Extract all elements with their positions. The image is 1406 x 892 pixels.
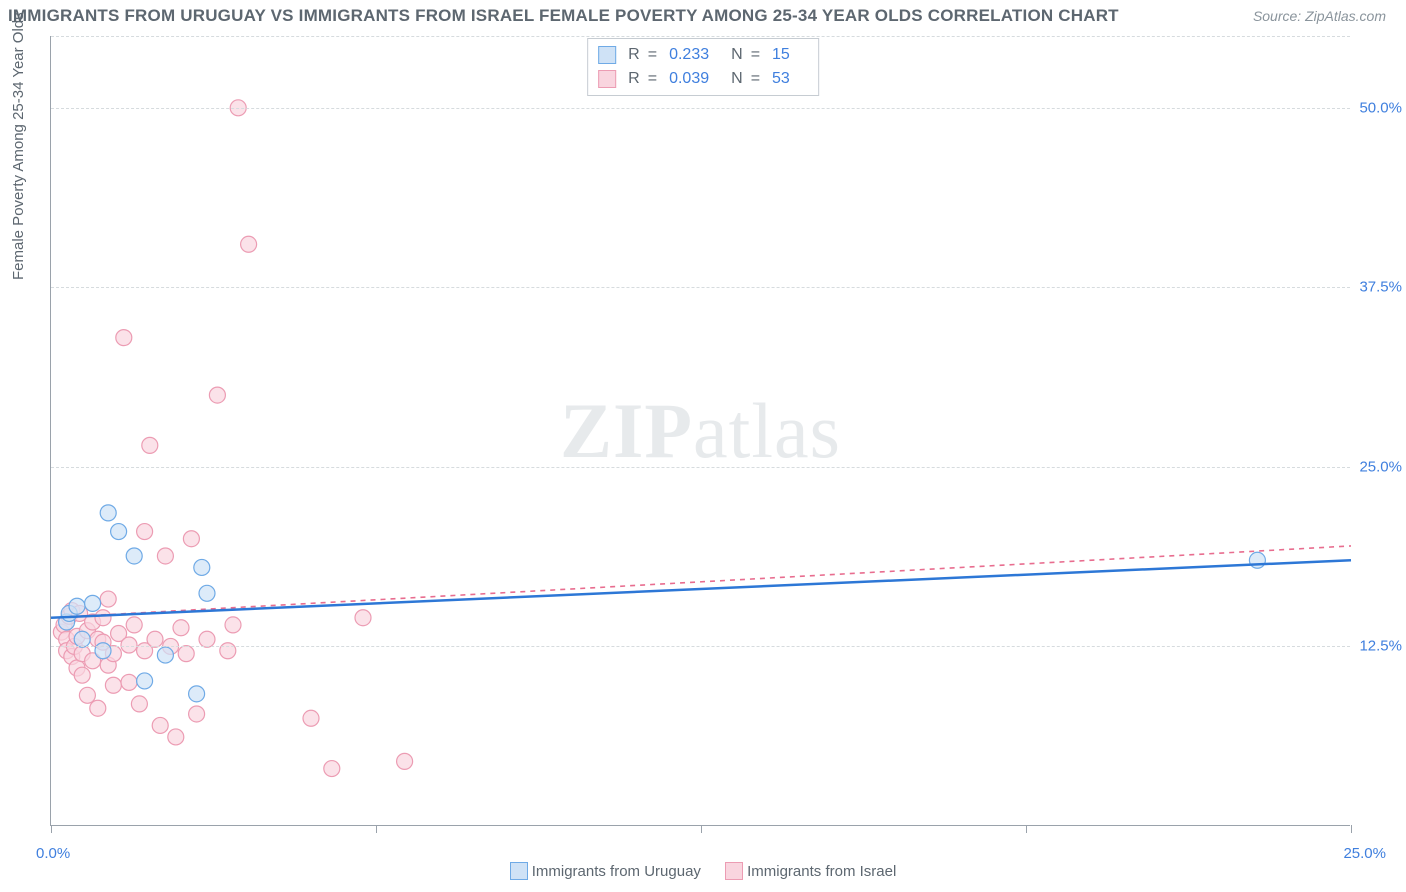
scatter-point xyxy=(137,524,153,540)
scatter-svg xyxy=(51,36,1350,825)
scatter-point xyxy=(209,387,225,403)
scatter-point xyxy=(121,674,137,690)
x-tick-first: 0.0% xyxy=(36,845,70,862)
gridline xyxy=(51,108,1350,109)
scatter-point xyxy=(74,667,90,683)
scatter-point xyxy=(168,729,184,745)
scatter-point xyxy=(147,631,163,647)
scatter-point xyxy=(126,548,142,564)
scatter-point xyxy=(121,637,137,653)
scatter-point xyxy=(95,610,111,626)
scatter-point xyxy=(178,646,194,662)
source-label: Source: ZipAtlas.com xyxy=(1253,8,1386,24)
scatter-point xyxy=(241,236,257,252)
gridline xyxy=(51,646,1350,647)
x-tick xyxy=(1026,825,1027,833)
swatch-uruguay xyxy=(598,46,616,64)
x-tick xyxy=(51,825,52,833)
x-tick xyxy=(376,825,377,833)
scatter-point xyxy=(100,505,116,521)
regression-line xyxy=(51,546,1351,618)
gridline xyxy=(51,467,1350,468)
stats-row-uruguay: R = 0.233 N = 15 xyxy=(598,43,804,67)
legend-label-uruguay: Immigrants from Uruguay xyxy=(532,863,701,880)
scatter-point xyxy=(111,524,127,540)
x-tick xyxy=(1351,825,1352,833)
scatter-point xyxy=(199,585,215,601)
scatter-point xyxy=(85,595,101,611)
scatter-point xyxy=(189,706,205,722)
chart-title: IMMIGRANTS FROM URUGUAY VS IMMIGRANTS FR… xyxy=(8,6,1119,26)
scatter-point xyxy=(157,647,173,663)
scatter-point xyxy=(69,598,85,614)
scatter-point xyxy=(142,437,158,453)
x-tick xyxy=(701,825,702,833)
scatter-point xyxy=(189,686,205,702)
scatter-point xyxy=(126,617,142,633)
scatter-point xyxy=(355,610,371,626)
legend-item-israel: Immigrants from Israel xyxy=(725,862,896,880)
y-axis-label: Female Poverty Among 25-34 Year Olds xyxy=(10,12,27,280)
scatter-point xyxy=(220,643,236,659)
scatter-point xyxy=(183,531,199,547)
scatter-point xyxy=(303,710,319,726)
scatter-point xyxy=(90,700,106,716)
y-tick-label: 25.0% xyxy=(1359,458,1402,475)
gridline xyxy=(51,36,1350,37)
swatch-israel xyxy=(598,70,616,88)
swatch-israel-icon xyxy=(725,862,743,880)
y-tick-label: 50.0% xyxy=(1359,99,1402,116)
y-tick-label: 37.5% xyxy=(1359,279,1402,296)
scatter-point xyxy=(397,753,413,769)
y-tick-label: 12.5% xyxy=(1359,638,1402,655)
scatter-point xyxy=(116,330,132,346)
x-tick-last: 25.0% xyxy=(1343,845,1386,862)
scatter-point xyxy=(194,559,210,575)
scatter-point xyxy=(131,696,147,712)
bottom-legend: Immigrants from Uruguay Immigrants from … xyxy=(0,862,1406,884)
scatter-point xyxy=(225,617,241,633)
scatter-point xyxy=(324,761,340,777)
gridline xyxy=(51,287,1350,288)
scatter-point xyxy=(79,687,95,703)
stats-legend: R = 0.233 N = 15 R = 0.039 N = 53 xyxy=(587,38,819,96)
scatter-point xyxy=(157,548,173,564)
scatter-point xyxy=(95,643,111,659)
legend-item-uruguay: Immigrants from Uruguay xyxy=(510,862,701,880)
scatter-point xyxy=(105,677,121,693)
legend-label-israel: Immigrants from Israel xyxy=(747,863,896,880)
scatter-point xyxy=(137,673,153,689)
regression-line xyxy=(51,560,1351,617)
scatter-point xyxy=(173,620,189,636)
swatch-uruguay-icon xyxy=(510,862,528,880)
scatter-point xyxy=(152,717,168,733)
scatter-point xyxy=(74,631,90,647)
scatter-point xyxy=(199,631,215,647)
chart-plot-area: ZIPatlas 12.5%25.0%37.5%50.0% xyxy=(50,36,1350,826)
scatter-point xyxy=(100,591,116,607)
stats-row-israel: R = 0.039 N = 53 xyxy=(598,67,804,91)
